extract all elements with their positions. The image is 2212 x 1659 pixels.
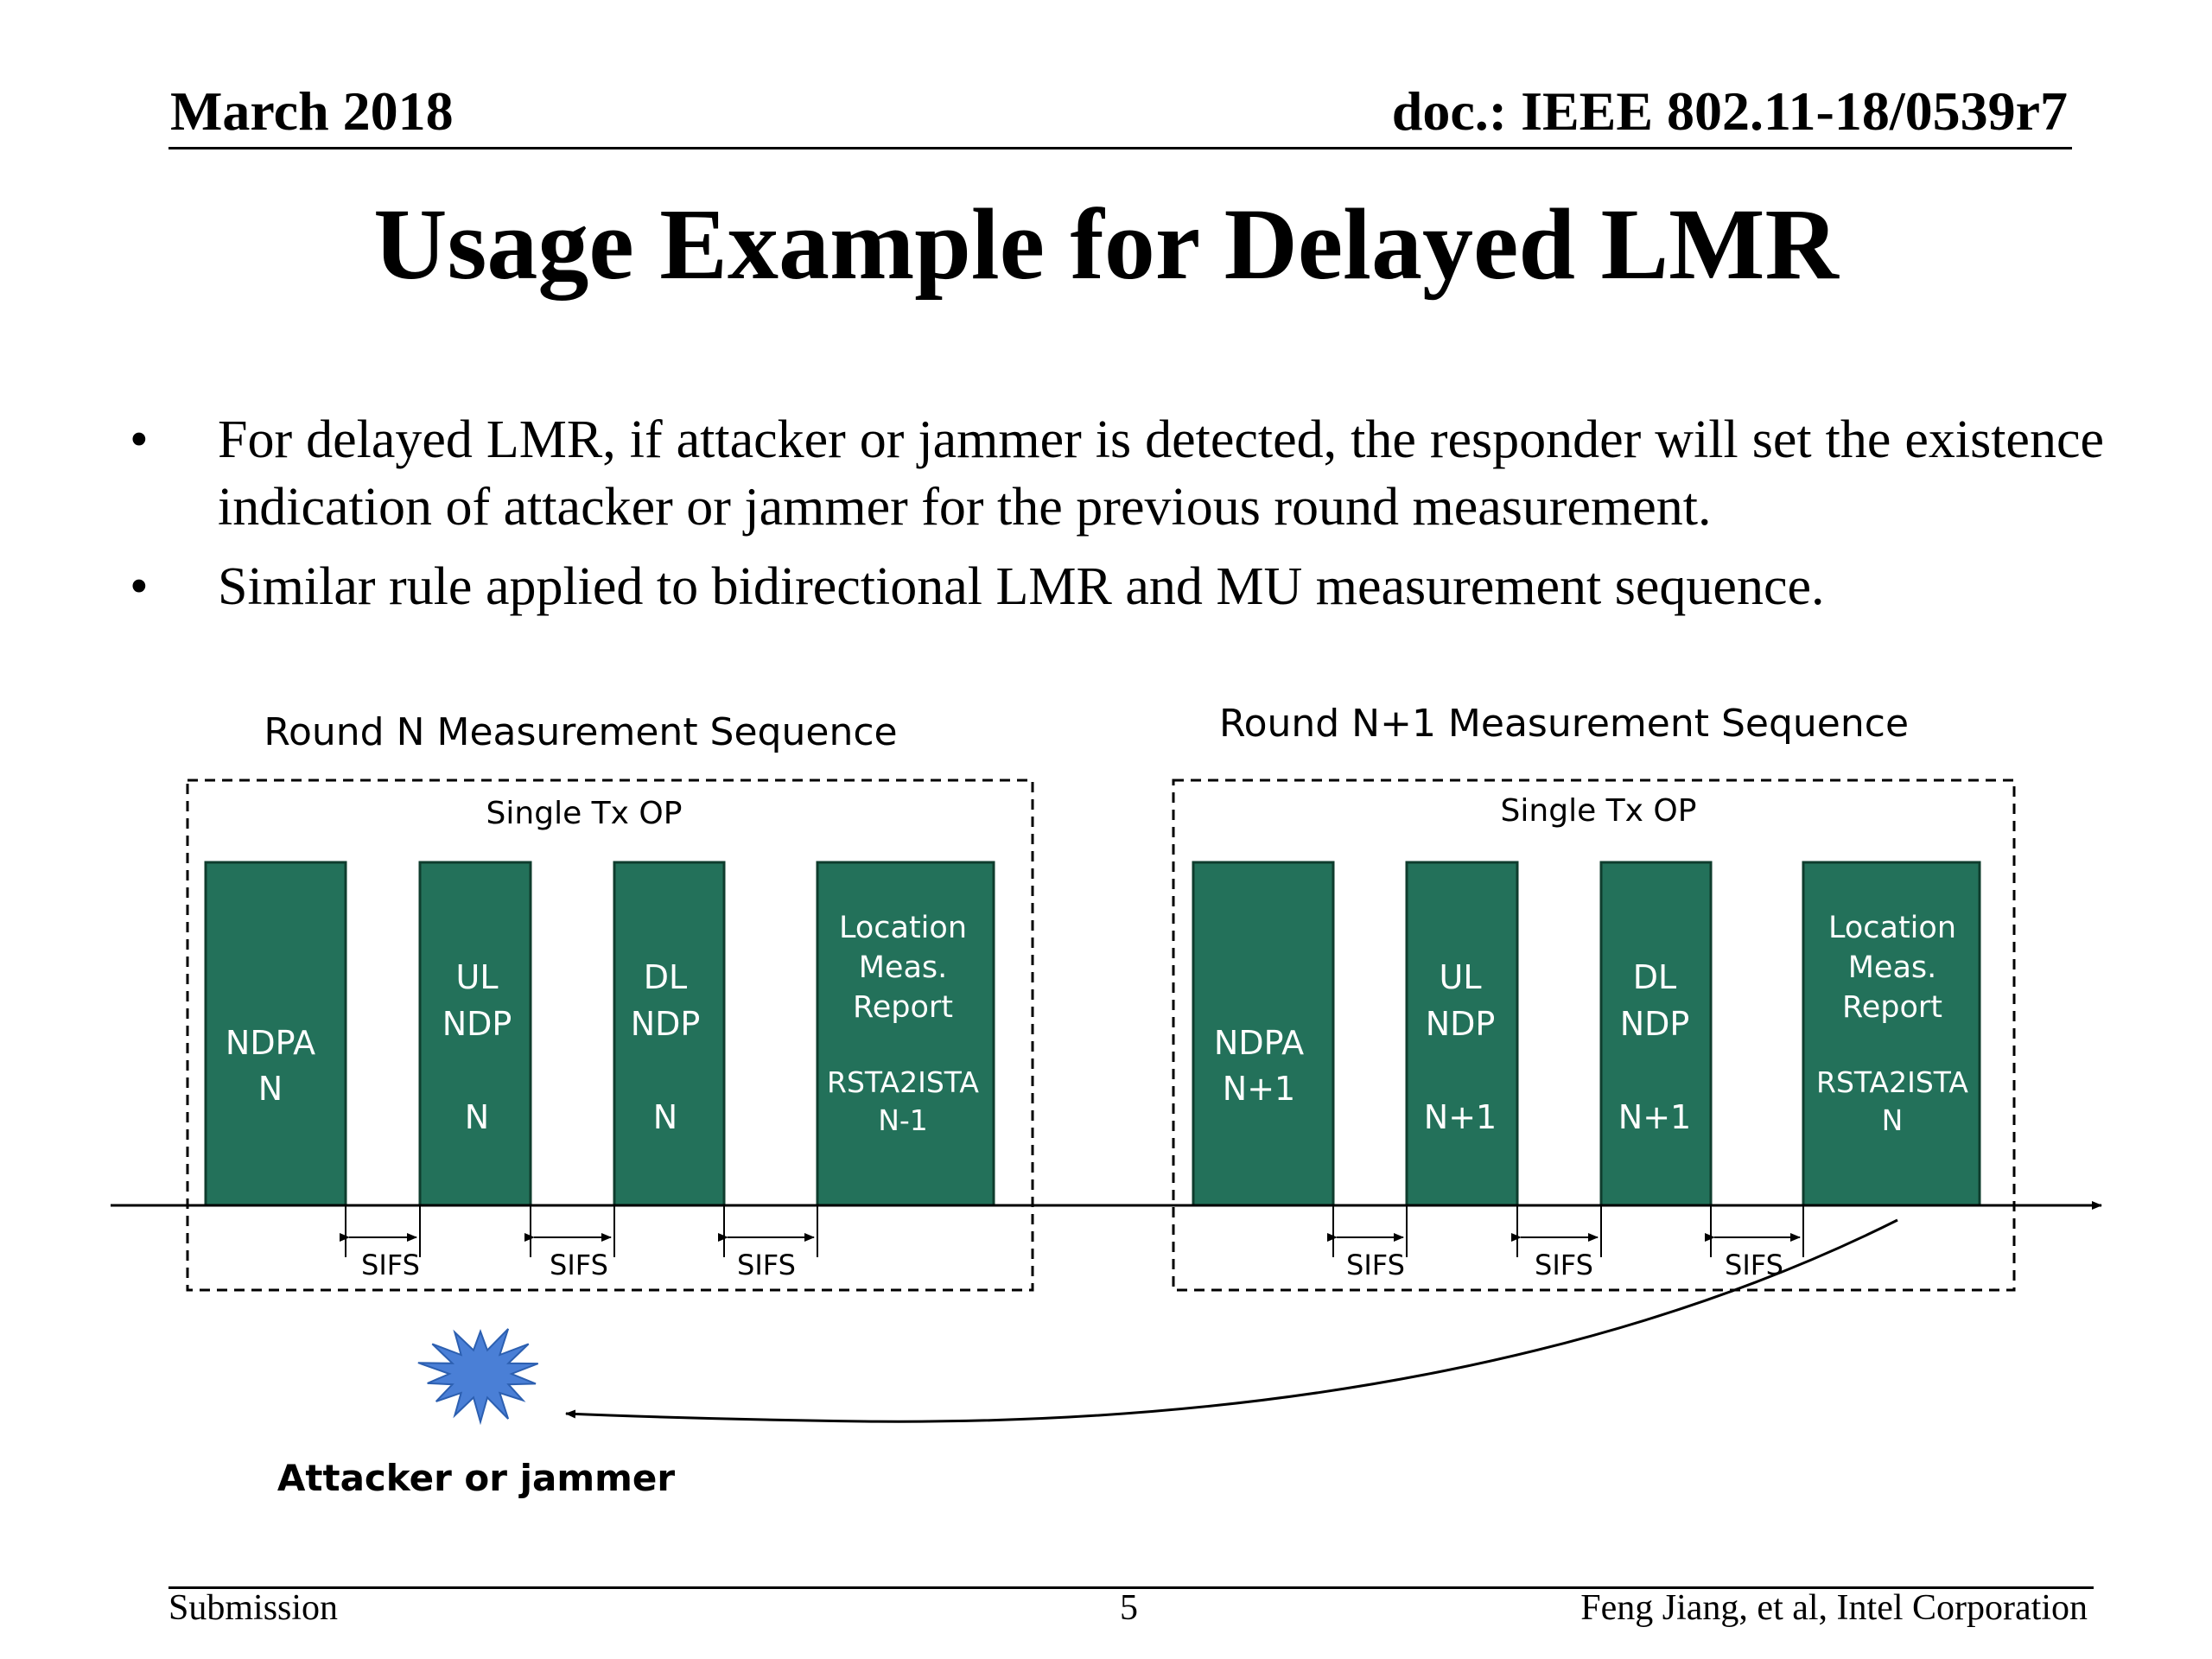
frame-label: Location — [1828, 911, 1956, 945]
frame-label: NDP — [631, 1005, 701, 1043]
frame-box — [418, 861, 532, 1207]
bullet-item: Similar rule applied to bidirectional LM… — [130, 553, 2104, 620]
frame-label: RSTA2ISTA — [827, 1065, 979, 1099]
round-n-sifs: SIFS SIFS SIFS — [340, 1205, 818, 1281]
frame-label: Meas. — [859, 950, 948, 985]
frame-label: N+1 — [1424, 1098, 1497, 1136]
attacker-label: Attacker or jammer — [277, 1457, 675, 1499]
txop-box-round-n — [186, 779, 1034, 1292]
attacker-star-icon — [417, 1328, 539, 1426]
frame-label: N — [653, 1098, 677, 1136]
frame-label: N — [1882, 1103, 1904, 1137]
frame-box — [204, 861, 347, 1207]
frame-label: NDPA — [226, 1024, 315, 1062]
feedback-arrow — [565, 1218, 1898, 1423]
frame-box — [1802, 861, 1981, 1207]
txop-label: Single Tx OP — [1501, 793, 1697, 829]
frame-label: UL — [1440, 958, 1482, 996]
txop-box-round-n1 — [1172, 779, 2016, 1292]
footer-submission: Submission — [168, 1588, 339, 1628]
round-n1-title: Round N+1 Measurement Sequence — [1219, 702, 1909, 746]
footer-page-number: 5 — [1120, 1588, 1138, 1628]
sifs-label: SIFS — [1346, 1249, 1405, 1281]
frame-label: RSTA2ISTA — [1816, 1065, 1968, 1099]
round-n-frames: NDPA N UL NDP N DL NDP N Location Meas. Report RSTA… — [204, 861, 995, 1207]
frame-label: DL — [644, 958, 687, 996]
frame-box — [1599, 861, 1713, 1207]
sifs-label: SIFS — [361, 1249, 420, 1281]
round-n-title: Round N Measurement Sequence — [264, 710, 897, 754]
sifs-label: SIFS — [550, 1249, 608, 1281]
round-n1-frames: NDPA N+1 UL NDP N+1 DL NDP N+1 Location Meas. Repo… — [1192, 861, 1981, 1207]
round-n1-sifs: SIFS SIFS SIFS — [1327, 1205, 1804, 1281]
footer-author: Feng Jiang, et al, Intel Corporation — [1580, 1588, 2088, 1628]
sifs-label: SIFS — [737, 1249, 796, 1281]
frame-label: N+1 — [1223, 1070, 1295, 1108]
frame-box — [1405, 861, 1519, 1207]
sifs-label: SIFS — [1535, 1249, 1593, 1281]
frame-label: Meas. — [1848, 950, 1937, 985]
frame-label: Report — [1842, 990, 1942, 1025]
frame-label: N — [465, 1098, 489, 1136]
frame-label: UL — [456, 958, 499, 996]
frame-label: NDPA — [1214, 1024, 1304, 1062]
header-date: March 2018 — [170, 80, 454, 142]
bullet-item: For delayed LMR, if attacker or jammer i… — [130, 406, 2104, 541]
sifs-label: SIFS — [1725, 1249, 1783, 1281]
frame-label: N-1 — [878, 1103, 928, 1137]
frame-box — [1192, 861, 1335, 1207]
header-rule — [168, 147, 2072, 149]
frame-label: Report — [853, 990, 953, 1025]
frame-label: Location — [839, 911, 967, 945]
frame-label: NDP — [1620, 1005, 1690, 1043]
frame-box — [816, 861, 995, 1207]
frame-label: NDP — [1426, 1005, 1496, 1043]
frame-label: N — [258, 1070, 283, 1108]
frame-label: DL — [1633, 958, 1676, 996]
frame-label: NDP — [442, 1005, 512, 1043]
header-doc-id: doc.: IEEE 802.11-18/0539r7 — [1391, 80, 2068, 142]
txop-label: Single Tx OP — [486, 796, 683, 831]
frame-label: N+1 — [1618, 1098, 1691, 1136]
slide-title: Usage Example for Delayed LMR — [373, 188, 1839, 301]
bullet-list: For delayed LMR, if attacker or jammer i… — [130, 406, 2104, 632]
footer-rule — [168, 1586, 2094, 1589]
